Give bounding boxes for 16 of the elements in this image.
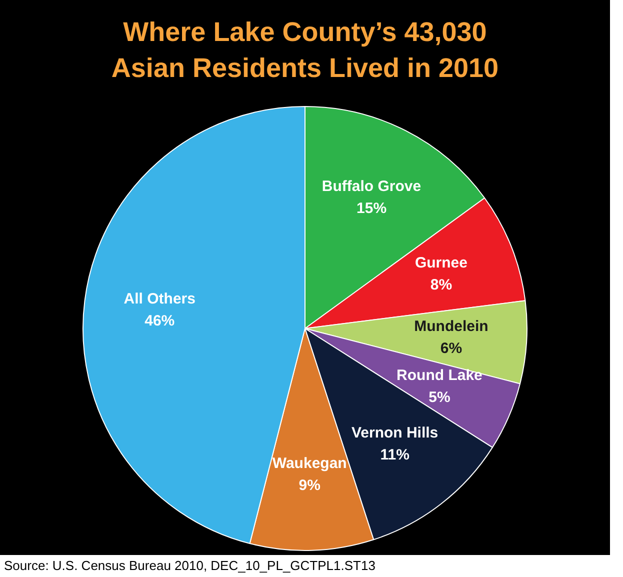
source-note: Source: U.S. Census Bureau 2010, DEC_10_PL_GCTPL1.ST13 <box>4 558 376 573</box>
slice-label: Waukegan <box>272 455 347 472</box>
data-label: 11% <box>380 446 410 464</box>
slice-label: Round Lake <box>396 366 482 384</box>
data-label: 9% <box>298 477 320 494</box>
slice-label: Mundelein <box>414 318 488 335</box>
data-label: 5% <box>428 388 450 406</box>
data-label: 15% <box>356 200 387 218</box>
slice-label: Buffalo Grove <box>322 178 422 196</box>
slice-label: All Others <box>124 290 196 308</box>
slice-label: Gurnee <box>414 254 468 272</box>
data-label: 8% <box>430 276 452 294</box>
slice-label: Vernon Hills <box>351 424 438 442</box>
data-label: 6% <box>440 340 462 357</box>
chart-title: Where Lake County’s 43,030 Asian Residents Lived in 2010 <box>110 16 500 85</box>
data-label: 46% <box>144 312 175 330</box>
